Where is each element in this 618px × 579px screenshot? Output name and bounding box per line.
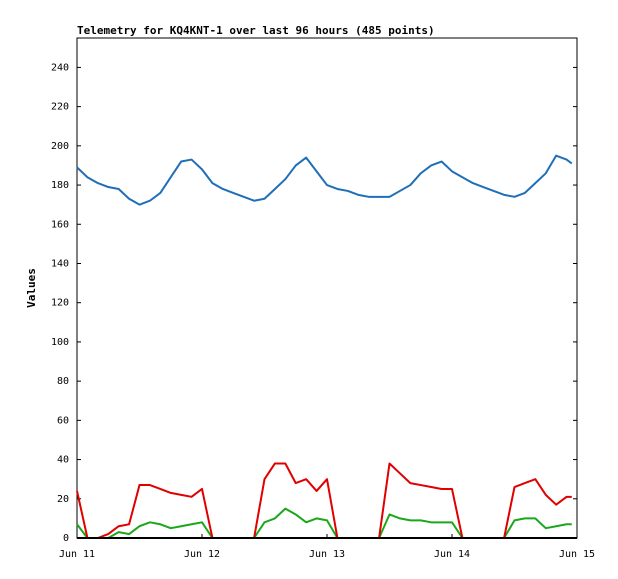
y-tick-label: 100 (51, 337, 69, 348)
x-tick-label: Jun 15 (559, 549, 595, 560)
x-tick-label: Jun 14 (434, 549, 470, 560)
y-tick-label: 60 (57, 415, 69, 426)
y-tick-label: 140 (51, 258, 69, 269)
x-tick-label: Jun 13 (309, 549, 345, 560)
chart-title: Telemetry for KQ4KNT-1 over last 96 hour… (77, 24, 435, 37)
y-tick-label: 220 (51, 102, 69, 113)
y-axis-label: Values (25, 268, 38, 308)
y-tick-label: 200 (51, 141, 69, 152)
y-tick-label: 40 (57, 455, 69, 466)
y-tick-label: 20 (57, 494, 69, 505)
x-tick-label: Jun 11 (59, 549, 95, 560)
y-tick-label: 120 (51, 298, 69, 309)
y-tick-label: 240 (51, 62, 69, 73)
y-tick-label: 160 (51, 219, 69, 230)
y-tick-label: 0 (63, 533, 69, 544)
y-tick-label: 180 (51, 180, 69, 191)
series-line (76, 154, 573, 206)
x-tick-label: Jun 12 (184, 549, 220, 560)
y-tick-label: 80 (57, 376, 69, 387)
